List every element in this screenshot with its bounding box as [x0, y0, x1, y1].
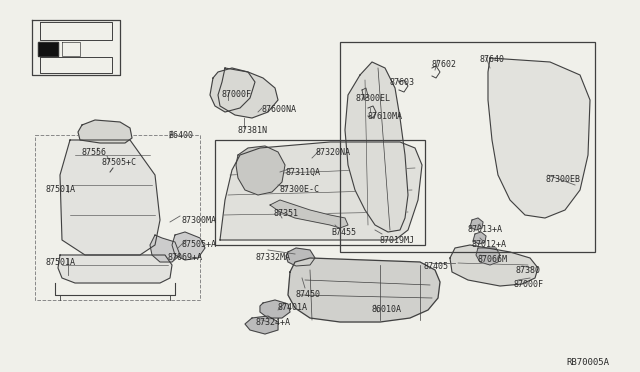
- Text: 87069+A: 87069+A: [168, 253, 203, 262]
- Text: 87320NA: 87320NA: [315, 148, 350, 157]
- Bar: [35, 135, 200, 300]
- Text: 87501A: 87501A: [46, 258, 76, 267]
- Polygon shape: [218, 68, 278, 118]
- Text: 87405: 87405: [424, 262, 449, 271]
- Polygon shape: [476, 248, 500, 265]
- Text: 87066M: 87066M: [477, 255, 507, 264]
- Text: 87300E-C: 87300E-C: [280, 185, 320, 194]
- Text: 87556: 87556: [82, 148, 107, 157]
- Polygon shape: [32, 20, 120, 75]
- Polygon shape: [288, 258, 440, 322]
- Polygon shape: [60, 140, 160, 255]
- Polygon shape: [470, 218, 483, 230]
- Polygon shape: [260, 300, 290, 318]
- Text: 87600NA: 87600NA: [261, 105, 296, 114]
- Polygon shape: [40, 22, 112, 40]
- Polygon shape: [345, 62, 408, 232]
- Polygon shape: [473, 232, 486, 244]
- Text: 87300EB: 87300EB: [545, 175, 580, 184]
- Polygon shape: [58, 255, 172, 283]
- Text: 87000F: 87000F: [222, 90, 252, 99]
- Text: 87300EL: 87300EL: [356, 94, 391, 103]
- Text: 87505+C: 87505+C: [101, 158, 136, 167]
- Bar: [215, 140, 425, 245]
- Circle shape: [95, 156, 99, 160]
- Text: 87013+A: 87013+A: [468, 225, 503, 234]
- Text: 87351: 87351: [274, 209, 299, 218]
- Polygon shape: [150, 235, 180, 262]
- Polygon shape: [488, 58, 590, 218]
- Text: 87012+A: 87012+A: [472, 240, 507, 249]
- Text: 86010A: 86010A: [372, 305, 402, 314]
- Text: 87501A: 87501A: [46, 185, 76, 194]
- Text: 87311QA: 87311QA: [285, 168, 320, 177]
- Polygon shape: [450, 245, 538, 286]
- Polygon shape: [220, 142, 422, 240]
- Text: 87332MA: 87332MA: [255, 253, 290, 262]
- Text: 87505+A: 87505+A: [182, 240, 217, 249]
- Polygon shape: [245, 316, 278, 334]
- Polygon shape: [270, 200, 348, 228]
- Polygon shape: [78, 120, 132, 143]
- Text: 87019MJ: 87019MJ: [380, 236, 415, 245]
- Text: RB70005A: RB70005A: [566, 358, 609, 367]
- Text: 87380: 87380: [516, 266, 541, 275]
- Text: B7455: B7455: [331, 228, 356, 237]
- Polygon shape: [62, 42, 80, 56]
- Text: 87300MA: 87300MA: [181, 216, 216, 225]
- Text: 87602: 87602: [432, 60, 457, 69]
- Text: 87603: 87603: [390, 78, 415, 87]
- Polygon shape: [172, 232, 205, 260]
- Polygon shape: [38, 42, 58, 56]
- Text: 87324+A: 87324+A: [256, 318, 291, 327]
- Text: 87450: 87450: [295, 290, 320, 299]
- Polygon shape: [286, 248, 315, 266]
- Text: 87381N: 87381N: [237, 126, 267, 135]
- Polygon shape: [40, 57, 112, 73]
- Text: 87000F: 87000F: [514, 280, 544, 289]
- Polygon shape: [236, 146, 285, 195]
- Bar: [340, 42, 595, 252]
- Text: B6400: B6400: [168, 131, 193, 140]
- Text: 87610MA: 87610MA: [367, 112, 402, 121]
- Polygon shape: [210, 68, 255, 112]
- Text: 87401A: 87401A: [278, 303, 308, 312]
- Text: 87640: 87640: [480, 55, 505, 64]
